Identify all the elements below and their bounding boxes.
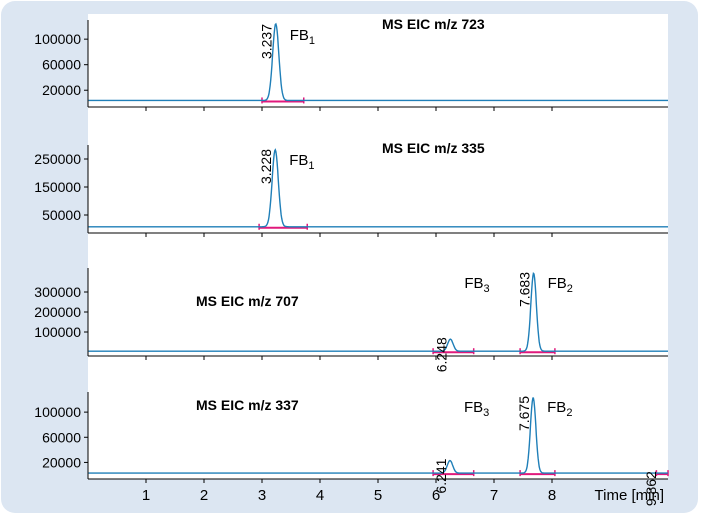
chromatogram-panel: 300000 200000 100000 6.248 FB3 7.683 FB2 MS EIC… bbox=[34, 268, 668, 372]
retention-time-label: 7.683 bbox=[517, 272, 533, 307]
retention-time-label: 3.237 bbox=[259, 24, 275, 59]
x-tick-label: 1 bbox=[142, 487, 150, 504]
x-axis: Time [min] 1 2 3 4 5 6 7 8 bbox=[142, 487, 664, 504]
chromatogram-trace bbox=[88, 397, 668, 474]
retention-time-label: 3.228 bbox=[258, 149, 274, 184]
compound-label: FB3 bbox=[464, 275, 489, 295]
y-tick-label: 250000 bbox=[34, 151, 81, 167]
y-tick-label: 60000 bbox=[42, 429, 81, 445]
chromatogram-trace bbox=[88, 22, 668, 102]
compound-label: FB1 bbox=[289, 152, 314, 172]
compound-label: FB1 bbox=[290, 27, 315, 47]
y-tick-label: 100000 bbox=[34, 404, 81, 420]
x-tick-label: 8 bbox=[548, 487, 556, 504]
chromatogram-panel: 100000 60000 20000 6.241 FB3 7.675 FB2 9.862 MS … bbox=[34, 392, 669, 506]
retention-time-label: 6.241 bbox=[433, 458, 449, 493]
retention-time-label: 6.248 bbox=[433, 337, 449, 372]
panel-title: MS EIC m/z 707 bbox=[196, 293, 299, 309]
x-tick-label: 7 bbox=[490, 487, 498, 504]
y-tick-label: 20000 bbox=[42, 454, 81, 470]
retention-time-label: 7.675 bbox=[516, 396, 532, 431]
chromatogram-trace bbox=[88, 148, 668, 228]
compound-label: FB2 bbox=[548, 275, 573, 295]
y-tick-label: 20000 bbox=[42, 82, 81, 98]
y-tick-label: 300000 bbox=[34, 284, 81, 300]
y-tick-label: 50000 bbox=[42, 207, 81, 223]
y-tick-label: 100000 bbox=[34, 31, 81, 47]
panel-title: MS EIC m/z 335 bbox=[382, 140, 485, 156]
x-tick-label: 5 bbox=[374, 487, 382, 504]
y-tick-label: 100000 bbox=[34, 324, 81, 340]
x-tick-label: 4 bbox=[316, 487, 324, 504]
compound-label: FB3 bbox=[464, 399, 489, 419]
y-tick-label: 200000 bbox=[34, 304, 81, 320]
chromatogram-panel: 100000 60000 20000 3.237 FB1 MS EIC m/z 723 bbox=[34, 16, 668, 111]
chromatogram-trace bbox=[88, 271, 668, 352]
panel-title: MS EIC m/z 723 bbox=[382, 16, 485, 32]
chart-plot-area bbox=[88, 14, 668, 479]
y-tick-label: 150000 bbox=[34, 179, 81, 195]
x-tick-label: 3 bbox=[258, 487, 266, 504]
retention-time-label: 9.862 bbox=[643, 471, 659, 506]
chromatogram-panel: 250000 150000 50000 3.228 FB1 MS EIC m/z 335 bbox=[34, 140, 668, 237]
compound-label: FB2 bbox=[547, 399, 572, 419]
x-axis-label: Time [min] bbox=[595, 487, 664, 504]
x-tick-label: 6 bbox=[432, 487, 440, 504]
x-tick-label: 2 bbox=[200, 487, 208, 504]
y-tick-label: 60000 bbox=[42, 57, 81, 73]
panel-title: MS EIC m/z 337 bbox=[196, 397, 299, 413]
